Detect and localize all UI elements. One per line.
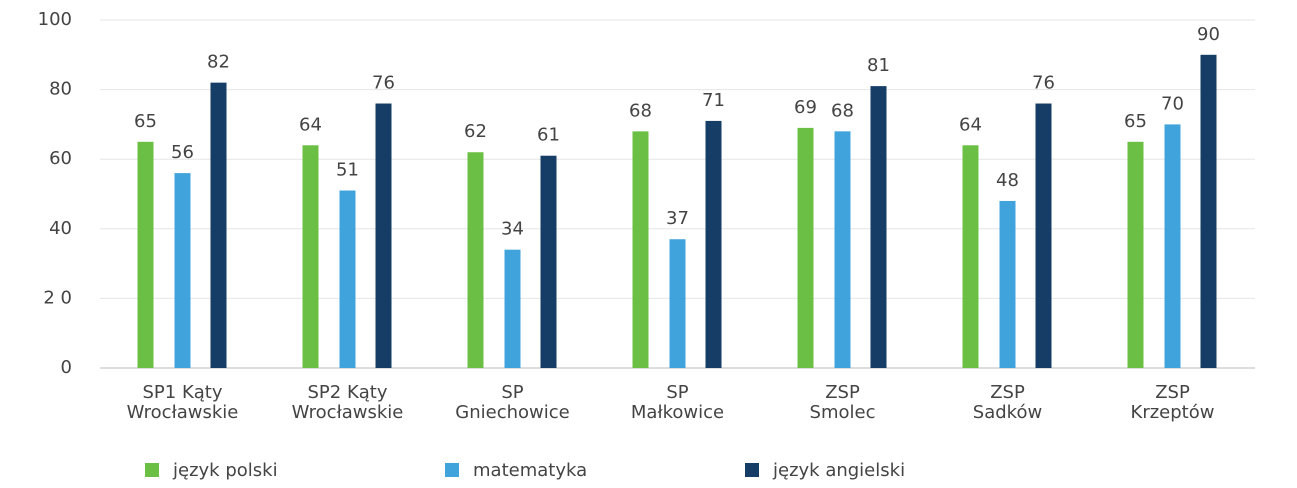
y-tick-label: 100 (38, 9, 72, 30)
x-tick-label: SP2 Kąty Wrocławskie (292, 382, 404, 423)
bar (1200, 54, 1217, 369)
x-tick-label: SP1 Kąty Wrocławskie (127, 382, 239, 423)
y-tick-label: 40 (49, 218, 72, 239)
data-label: 68 (629, 100, 652, 121)
legend-label: język angielski (772, 460, 905, 481)
data-label: 51 (336, 160, 359, 181)
data-label: 34 (501, 219, 524, 240)
bar (834, 131, 851, 368)
bar (540, 155, 557, 368)
data-label: 64 (299, 114, 322, 135)
data-label: 62 (464, 121, 487, 142)
data-label: 37 (666, 208, 689, 229)
data-label: 68 (831, 100, 854, 121)
bar (339, 190, 356, 368)
y-tick-label: 60 (49, 148, 72, 169)
legend-label: matematyka (473, 460, 587, 481)
data-label: 65 (134, 111, 157, 132)
data-label: 90 (1197, 24, 1220, 45)
legend-swatch (445, 463, 459, 477)
legend-swatch (745, 463, 759, 477)
data-label: 56 (171, 142, 194, 163)
bar (210, 82, 227, 368)
bar (174, 173, 191, 368)
data-label: 76 (1032, 73, 1055, 94)
data-label: 64 (959, 114, 982, 135)
data-label: 69 (794, 97, 817, 118)
x-tick-label: SP Małkowice (631, 382, 724, 423)
data-label: 65 (1124, 111, 1147, 132)
data-label: 48 (996, 170, 1019, 191)
x-tick-label: ZSP Sadków (973, 382, 1042, 423)
bar (797, 127, 814, 368)
bar (504, 249, 521, 368)
bar (669, 239, 686, 368)
bar (1127, 141, 1144, 368)
bar (999, 200, 1016, 368)
data-label: 81 (867, 55, 890, 76)
bar (302, 145, 319, 368)
data-label: 70 (1161, 93, 1184, 114)
y-tick-label: 2 0 (43, 287, 72, 308)
bar (375, 103, 392, 369)
y-tick-label: 80 (49, 79, 72, 100)
bar (870, 86, 887, 369)
data-label: 82 (207, 52, 230, 73)
bar (1164, 124, 1181, 369)
legend-label: język polski (172, 460, 278, 481)
bar (467, 152, 484, 368)
data-label: 76 (372, 73, 395, 94)
bar (962, 145, 979, 368)
bar (1035, 103, 1052, 369)
data-label: 71 (702, 90, 725, 111)
legend-swatch (145, 463, 159, 477)
x-tick-label: ZSP Krzeptów (1131, 382, 1215, 423)
bar (632, 131, 649, 368)
x-tick-label: SP Gniechowice (455, 382, 569, 423)
x-tick-label: ZSP Smolec (810, 382, 876, 423)
y-tick-label: 0 (61, 357, 72, 378)
bar (137, 141, 154, 368)
data-label: 61 (537, 125, 560, 146)
bar (705, 120, 722, 368)
